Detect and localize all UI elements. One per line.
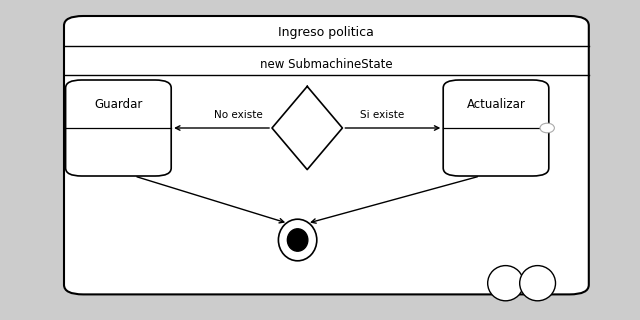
Ellipse shape bbox=[520, 266, 556, 301]
Text: Guardar: Guardar bbox=[94, 98, 143, 110]
Ellipse shape bbox=[488, 266, 524, 301]
Text: No existe: No existe bbox=[214, 110, 263, 120]
FancyBboxPatch shape bbox=[65, 80, 172, 176]
FancyBboxPatch shape bbox=[64, 16, 589, 294]
Ellipse shape bbox=[278, 219, 317, 261]
Polygon shape bbox=[272, 86, 342, 170]
Text: Si existe: Si existe bbox=[360, 110, 404, 120]
Ellipse shape bbox=[540, 123, 554, 133]
Ellipse shape bbox=[287, 229, 308, 251]
FancyBboxPatch shape bbox=[443, 80, 549, 176]
Text: Ingreso politica: Ingreso politica bbox=[278, 26, 374, 38]
Text: new SubmachineState: new SubmachineState bbox=[260, 58, 393, 70]
Text: Actualizar: Actualizar bbox=[467, 98, 525, 110]
